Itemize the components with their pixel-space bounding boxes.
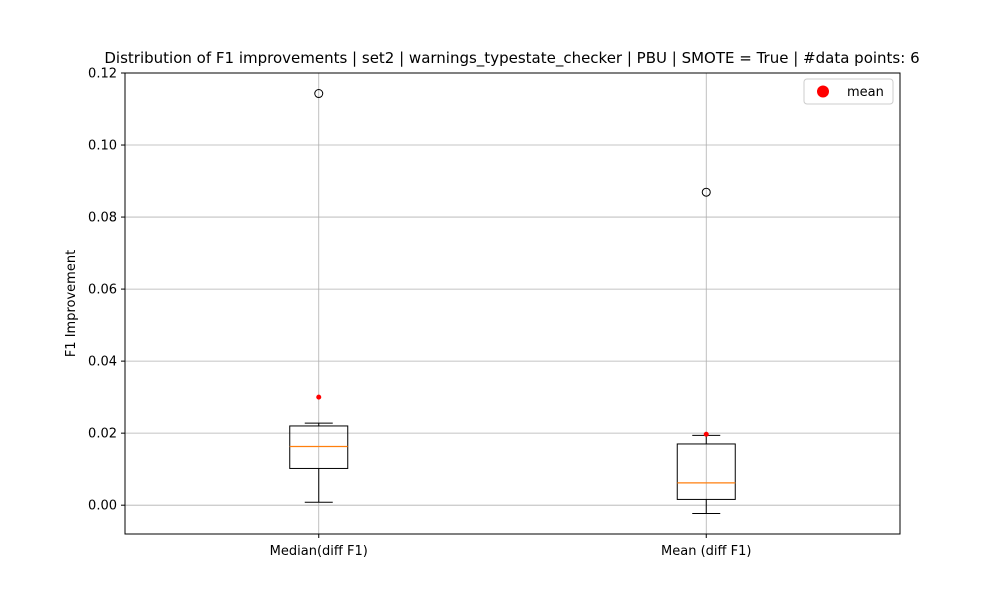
legend-mean-label: mean <box>847 85 884 100</box>
mean-marker <box>316 394 322 400</box>
y-tick-label: 0.00 <box>88 499 117 514</box>
y-tick-label: 0.12 <box>88 67 117 82</box>
grid-lines <box>125 72 900 534</box>
y-tick-label: 0.06 <box>88 283 117 298</box>
boxes <box>289 89 736 514</box>
outlier-point <box>314 89 324 99</box>
y-tick-label: 0.04 <box>88 355 117 370</box>
box-group <box>676 187 736 514</box>
y-axis-label: F1 Improvement <box>64 250 79 357</box>
y-tick-label: 0.10 <box>88 139 117 154</box>
box-group <box>289 89 349 503</box>
iqr-box <box>289 425 349 469</box>
plot-frame <box>124 72 901 535</box>
axes: 0.00 0.02 0.04 0.06 0.08 0.10 0.12 Median(diff … <box>88 67 751 560</box>
legend: mean <box>803 78 894 105</box>
chart-title: Distribution of F1 improvements | set2 |… <box>104 49 920 67</box>
legend-box <box>803 78 894 105</box>
legend-mean-marker <box>817 85 829 98</box>
y-tick-label: 0.08 <box>88 211 117 226</box>
y-tick-label: 0.02 <box>88 427 117 442</box>
mean-marker <box>703 431 709 437</box>
x-tick-label: Mean (diff F1) <box>661 544 751 559</box>
outlier-point <box>701 187 711 197</box>
x-tick-label: Median(diff F1) <box>270 544 368 559</box>
iqr-box <box>676 443 736 500</box>
